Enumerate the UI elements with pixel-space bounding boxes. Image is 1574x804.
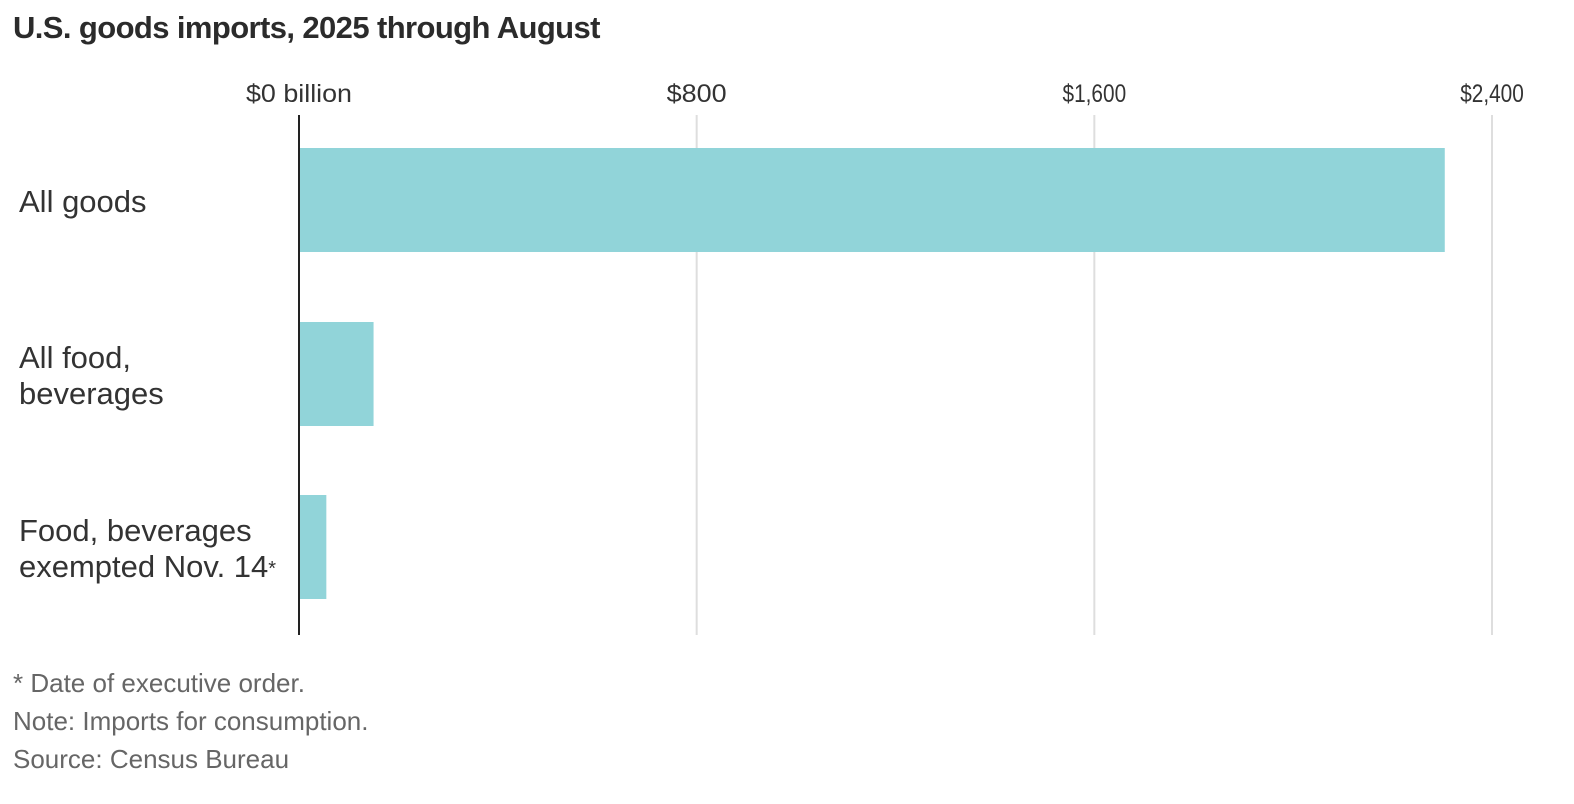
category-label-line: beverages — [19, 376, 164, 411]
x-tick-label: $800 — [667, 80, 727, 108]
category-label-line: exempted Nov. 14* — [19, 549, 277, 584]
bar — [299, 322, 374, 426]
chart-title: U.S. goods imports, 2025 through August — [13, 10, 600, 45]
footnote: * Date of executive order. — [13, 668, 305, 698]
footnote-mark: * — [268, 558, 277, 580]
category-label-line: Food, beverages — [19, 513, 252, 548]
x-tick-label: $2,400 — [1460, 80, 1524, 108]
bar — [299, 148, 1445, 252]
bar — [299, 495, 327, 599]
x-tick-label: $1,600 — [1063, 80, 1127, 108]
category-label: All food, beverages — [19, 340, 164, 412]
category-label: All goods — [19, 184, 147, 220]
category-label-line: All food, — [19, 340, 132, 375]
note: Note: Imports for consumption. — [13, 706, 369, 736]
x-tick-label: $0 billion — [246, 80, 352, 108]
category-label-line: All goods — [19, 184, 147, 219]
chart-notes: * Date of executive order. Note: Imports… — [13, 664, 368, 778]
category-label: Food, beverages exempted Nov. 14* — [19, 513, 276, 585]
source: Source: Census Bureau — [13, 744, 290, 774]
